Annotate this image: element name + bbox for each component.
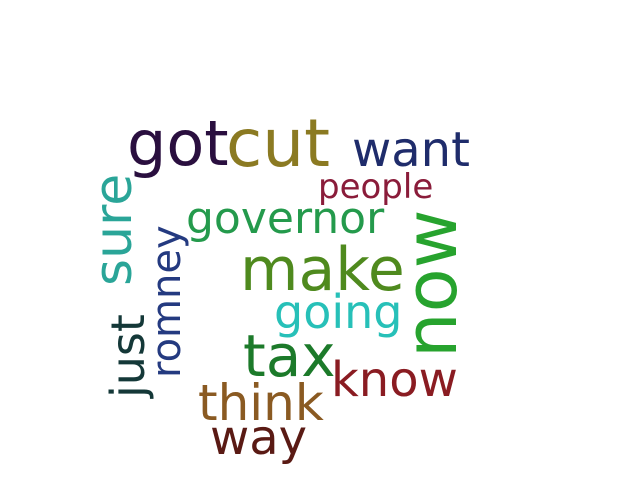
word-just: just xyxy=(101,314,155,399)
word-cut: cut xyxy=(226,105,330,182)
word-want: want xyxy=(352,122,470,178)
word-sure: sure xyxy=(84,174,144,286)
word-people: people xyxy=(318,167,433,207)
word-way: way xyxy=(210,410,307,466)
word-going: going xyxy=(274,285,402,339)
word-tax: tax xyxy=(243,322,336,390)
word-now: now xyxy=(389,209,473,358)
word-governor: governor xyxy=(186,193,385,244)
word-got: got xyxy=(127,107,229,180)
word-think: think xyxy=(198,374,324,432)
word-know: know xyxy=(331,352,458,408)
word-romney: romney xyxy=(144,225,190,378)
word-make: make xyxy=(240,235,405,305)
